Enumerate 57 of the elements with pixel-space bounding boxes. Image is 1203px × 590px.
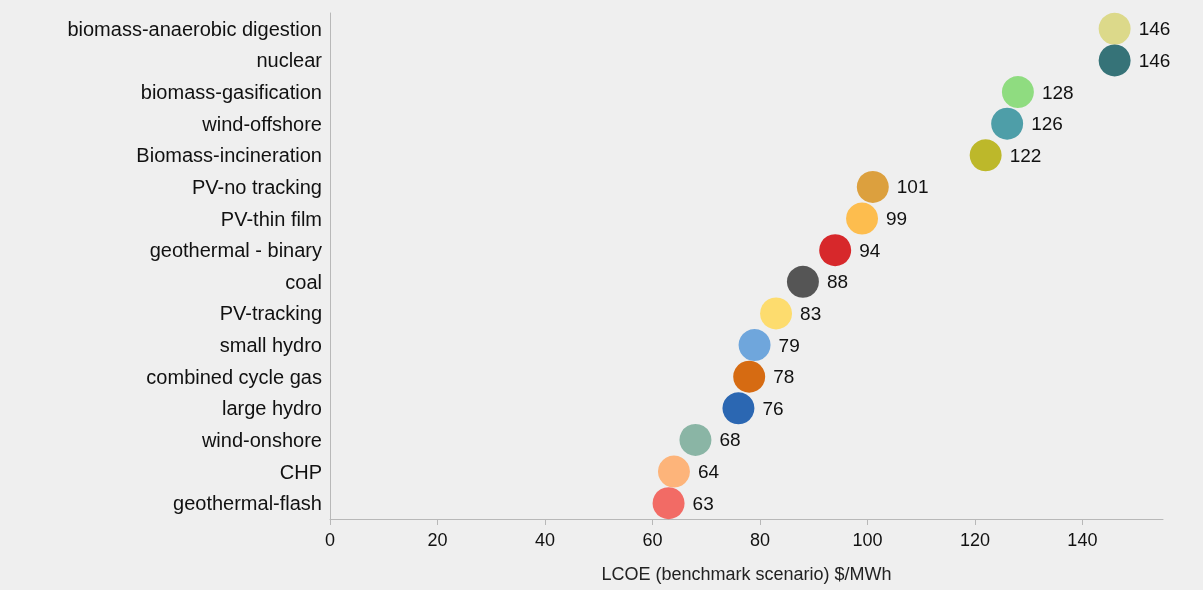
point	[846, 202, 879, 235]
point	[722, 392, 755, 425]
data-label: 94	[859, 239, 881, 261]
y-tick-label: biomass-gasification	[140, 81, 322, 104]
data-label: 76	[762, 397, 784, 419]
x-tick-label: 140	[1067, 530, 1098, 550]
point	[733, 360, 766, 393]
data-label: 101	[896, 176, 929, 198]
point	[738, 329, 771, 362]
x-tick-label: 100	[852, 530, 883, 550]
y-tick-label: wind-onshore	[200, 428, 322, 451]
y-tick-label: small hydro	[219, 334, 322, 357]
point	[679, 423, 712, 456]
data-label: 122	[1009, 144, 1042, 166]
x-tick-label: 40	[534, 530, 555, 550]
data-label: 79	[778, 334, 800, 356]
y-tick-label: PV-tracking	[219, 302, 322, 325]
y-tick-label: CHP	[279, 460, 322, 483]
x-tick-label: 120	[959, 530, 990, 550]
data-label: 78	[773, 366, 795, 388]
y-tick-label: wind-offshore	[201, 112, 322, 135]
point	[1098, 12, 1131, 45]
point	[786, 265, 819, 298]
data-label: 68	[719, 429, 741, 451]
data-label: 88	[826, 271, 849, 293]
point	[760, 297, 793, 330]
point	[1098, 44, 1131, 77]
y-tick-label: Biomass-incineration	[136, 144, 322, 167]
x-axis-title: LCOE (benchmark scenario) $/MWh	[601, 564, 892, 584]
point	[969, 139, 1002, 172]
y-tick-label: biomass-anaerobic digestion	[67, 17, 322, 40]
point	[657, 455, 690, 488]
x-tick-label: 0	[324, 530, 336, 550]
data-label: 83	[800, 302, 822, 324]
data-label: 63	[692, 492, 714, 514]
data-label: 128	[1041, 81, 1074, 103]
point	[819, 234, 852, 267]
y-tick-label: large hydro	[221, 397, 322, 420]
y-tick-label: PV-thin film	[220, 207, 322, 230]
x-tick-label: 20	[427, 530, 448, 550]
point	[652, 487, 685, 520]
point	[991, 107, 1024, 140]
y-tick-label: nuclear	[256, 49, 323, 72]
x-tick-label: 80	[749, 530, 770, 550]
y-tick-label: combined cycle gas	[146, 365, 322, 388]
point	[1001, 76, 1034, 109]
x-tick-label: 60	[642, 530, 663, 550]
data-label: 99	[886, 208, 908, 230]
data-label: 126	[1031, 113, 1063, 135]
data-label: 146	[1138, 18, 1171, 40]
y-tick-label: geothermal - binary	[149, 239, 322, 262]
data-label: 64	[697, 461, 720, 483]
point	[856, 170, 889, 203]
y-tick-label: coal	[285, 270, 322, 293]
y-tick-label: PV-no tracking	[191, 175, 322, 198]
y-tick-label: geothermal-flash	[173, 492, 322, 515]
data-label: 146	[1138, 49, 1171, 71]
